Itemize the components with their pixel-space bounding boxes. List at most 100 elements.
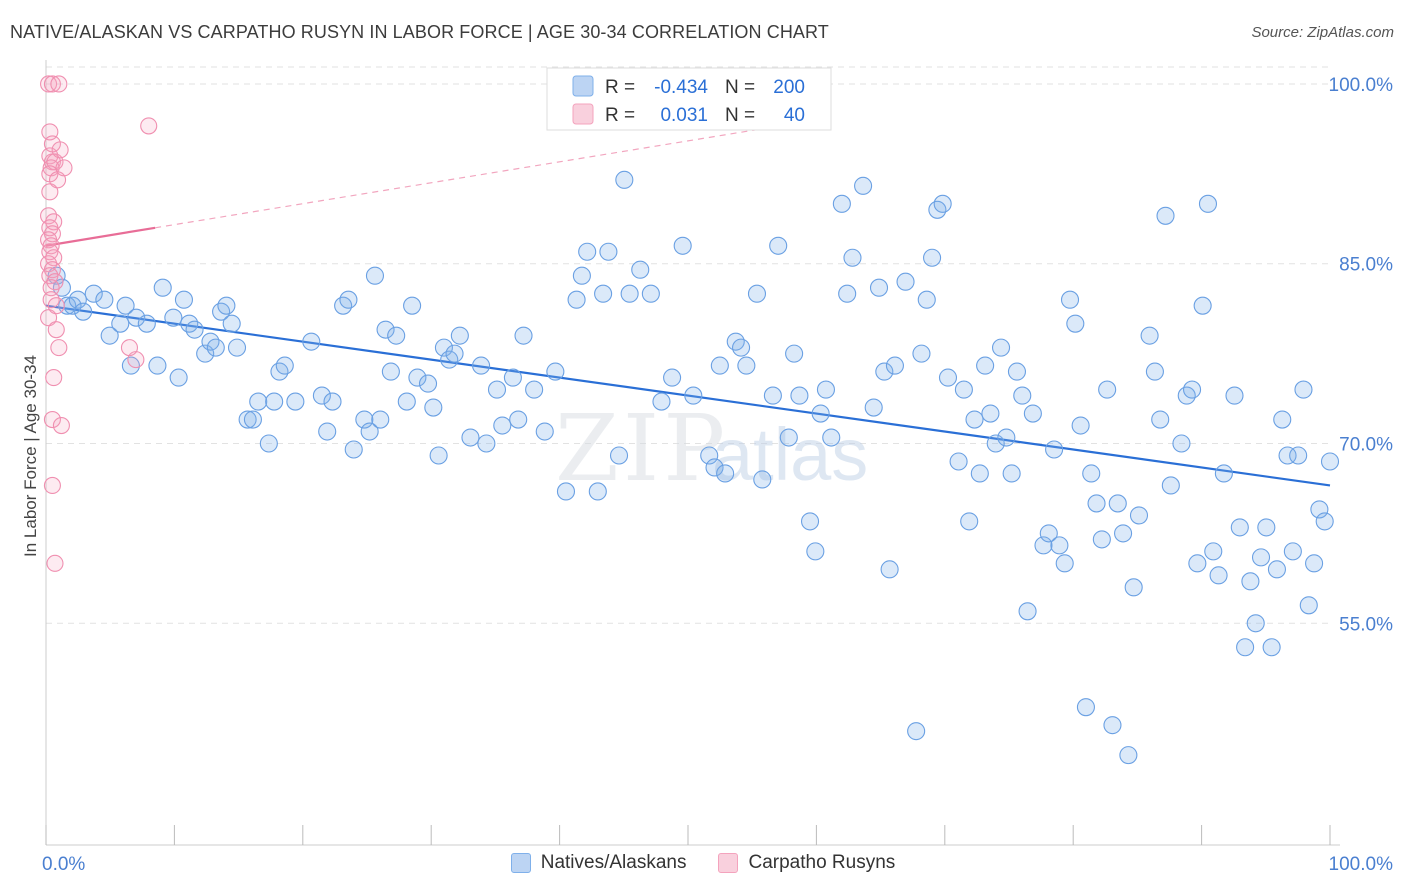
point-rusyns bbox=[43, 410, 61, 429]
point-natives bbox=[816, 380, 836, 399]
point-natives bbox=[716, 464, 735, 483]
point-natives bbox=[705, 458, 724, 477]
point-natives bbox=[1214, 464, 1233, 483]
point-natives bbox=[1018, 602, 1037, 621]
point-natives bbox=[1188, 554, 1207, 573]
point-natives bbox=[1103, 716, 1122, 735]
point-natives bbox=[1320, 452, 1340, 471]
point-natives bbox=[434, 338, 453, 357]
x-tick-label: 100.0% bbox=[1329, 854, 1394, 875]
point-natives bbox=[461, 428, 480, 447]
chart-title: NATIVE/ALASKAN VS CARPATHO RUSYN IN LABO… bbox=[10, 22, 829, 42]
point-natives bbox=[477, 434, 496, 453]
legend-n-label-rusyns: N = bbox=[725, 105, 755, 126]
point-natives bbox=[896, 272, 915, 291]
point-natives bbox=[763, 386, 782, 405]
point-natives bbox=[1161, 476, 1180, 495]
point-natives bbox=[153, 278, 172, 297]
point-natives bbox=[355, 410, 374, 429]
point-natives bbox=[365, 266, 385, 285]
point-natives bbox=[371, 410, 390, 429]
point-natives bbox=[95, 290, 114, 309]
point-natives bbox=[1305, 554, 1324, 573]
point-rusyns bbox=[42, 279, 60, 297]
point-natives bbox=[174, 290, 194, 309]
point-natives bbox=[838, 284, 857, 303]
point-natives bbox=[1172, 434, 1191, 453]
point-natives bbox=[323, 392, 342, 411]
point-natives bbox=[737, 356, 756, 375]
point-natives bbox=[923, 248, 942, 267]
legend-n-value-rusyns: 40 bbox=[784, 105, 805, 126]
point-natives bbox=[1108, 494, 1127, 513]
point-natives bbox=[546, 362, 565, 381]
watermark-atlas: atlas bbox=[712, 413, 868, 496]
point-natives bbox=[938, 368, 958, 387]
point-natives bbox=[864, 398, 883, 417]
point-natives bbox=[1076, 698, 1095, 717]
point-natives bbox=[1045, 440, 1064, 459]
legend-item-rusyns[interactable]: Carpatho Rusyns bbox=[718, 852, 895, 874]
point-natives bbox=[1082, 464, 1101, 483]
point-natives bbox=[1071, 416, 1090, 435]
point-natives bbox=[1066, 314, 1085, 333]
point-rusyns bbox=[45, 369, 63, 387]
point-natives bbox=[1310, 500, 1329, 519]
legend-swatch-natives bbox=[572, 75, 594, 97]
point-natives bbox=[1156, 206, 1175, 225]
point-natives bbox=[594, 284, 613, 303]
point-natives bbox=[227, 338, 247, 357]
legend-label: Carpatho Rusyns bbox=[748, 852, 896, 873]
axis-ticks: 100.0% 85.0% 70.0% 55.0% 0.0% 100.0% bbox=[42, 75, 1393, 875]
point-natives bbox=[599, 242, 618, 261]
point-natives bbox=[164, 308, 183, 327]
trend-line-natives bbox=[45, 304, 1331, 487]
point-natives bbox=[259, 434, 278, 453]
point-natives bbox=[1098, 380, 1117, 399]
point-natives bbox=[376, 320, 395, 339]
point-natives bbox=[997, 428, 1016, 447]
point-natives bbox=[1034, 536, 1053, 555]
point-natives bbox=[652, 392, 671, 411]
y-tick-label: 85.0% bbox=[1339, 255, 1393, 276]
point-natives bbox=[1315, 512, 1334, 531]
point-rusyns bbox=[140, 117, 158, 135]
point-natives bbox=[206, 338, 225, 357]
point-natives bbox=[265, 392, 284, 411]
legend-n-label-natives: N = bbox=[725, 77, 755, 98]
point-natives bbox=[1267, 560, 1286, 579]
point-natives bbox=[185, 320, 204, 339]
point-natives bbox=[747, 284, 767, 303]
point-rusyns bbox=[51, 141, 69, 159]
point-natives bbox=[1114, 524, 1133, 543]
point-rusyns bbox=[50, 339, 68, 357]
point-natives bbox=[408, 368, 427, 387]
point-natives bbox=[1204, 542, 1223, 561]
point-natives bbox=[196, 344, 215, 363]
point-natives bbox=[1246, 614, 1265, 633]
point-rusyns bbox=[46, 554, 64, 572]
legend-swatch-rusyns bbox=[572, 103, 594, 125]
point-natives bbox=[137, 314, 156, 333]
point-natives bbox=[917, 290, 936, 309]
point-natives bbox=[869, 278, 889, 297]
point-natives bbox=[1151, 410, 1170, 429]
point-natives bbox=[710, 356, 729, 375]
legend-r-value-natives: -0.434 bbox=[654, 77, 708, 98]
point-natives bbox=[912, 344, 931, 363]
point-natives bbox=[397, 392, 416, 411]
legend-r-label-rusyns: R = bbox=[605, 105, 635, 126]
point-natives bbox=[275, 356, 294, 375]
trend-lines bbox=[45, 119, 1331, 487]
point-natives bbox=[1209, 566, 1228, 585]
y-tick-label: 100.0% bbox=[1329, 75, 1394, 96]
point-natives bbox=[424, 398, 443, 417]
point-natives bbox=[450, 326, 469, 345]
point-natives bbox=[556, 482, 576, 501]
legend-item-natives[interactable]: Natives/Alaskans bbox=[510, 852, 686, 874]
point-natives bbox=[472, 356, 491, 375]
point-natives bbox=[418, 374, 438, 393]
point-rusyns bbox=[47, 321, 65, 339]
point-natives bbox=[1193, 296, 1212, 315]
